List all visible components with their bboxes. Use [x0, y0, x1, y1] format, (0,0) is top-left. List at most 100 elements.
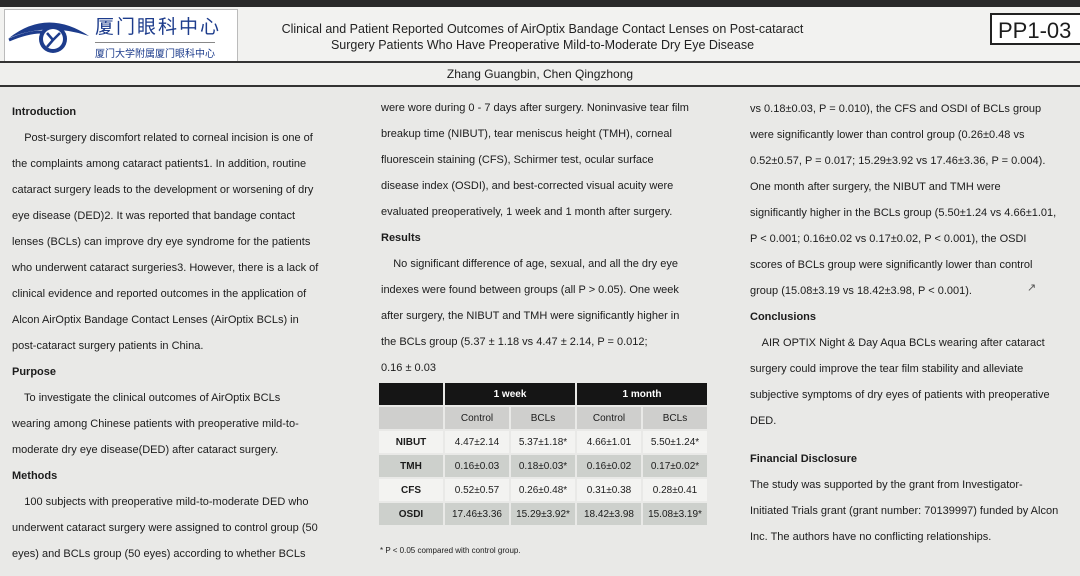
- column-header: Control: [445, 407, 509, 429]
- table-cell: 17.46±3.36: [445, 503, 509, 525]
- table-cell: 4.66±1.01: [577, 431, 641, 453]
- body-text-line: eye disease (DED)2. It was reported that…: [12, 210, 296, 222]
- body-text-line: moderate dry eye disease(DED) after cata…: [12, 444, 279, 456]
- table-cell: 0.52±0.57: [445, 479, 509, 501]
- column-header: Control: [577, 407, 641, 429]
- logo-text-main: 厦门眼科中心: [95, 16, 222, 38]
- group-header: 1 month: [577, 383, 707, 405]
- row-label: CFS: [379, 479, 443, 501]
- body-text-line: Alcon AirOptix Bandage Contact Lenses (A…: [12, 314, 299, 326]
- body-text-line: wearing among Chinese patients with preo…: [12, 418, 299, 430]
- body-text-line: cataract surgery leads to the developmen…: [12, 184, 314, 196]
- body-text-line: who underwent cataract surgeries3. Howev…: [12, 262, 319, 274]
- authors: Zhang Guangbin, Chen Qingzhong: [0, 63, 1080, 85]
- table-cell: 5.37±1.18*: [511, 431, 575, 453]
- body-text-line: lenses (BCLs) can improve dry eye syndro…: [12, 236, 311, 248]
- table-corner: [379, 383, 443, 405]
- body-text-line: DED.: [750, 415, 777, 427]
- logo: 厦门眼科中心 厦门大学附属厦门眼科中心: [4, 9, 238, 63]
- column-header: BCLs: [511, 407, 575, 429]
- body-text-line: the complaints among cataract patients1.…: [12, 158, 307, 170]
- body-text-line: underwent cataract surgery were assigned…: [12, 522, 318, 534]
- body-text-line: Inc. The authors have no conflicting rel…: [750, 531, 992, 543]
- body-text-line: surgery could improve the tear film stab…: [750, 363, 1024, 375]
- body-text-line: subjective symptoms of dry eyes of patie…: [750, 389, 1050, 401]
- body-text-line: disease index (OSDI), and best-corrected…: [381, 180, 674, 192]
- table-cell: 0.28±0.41: [643, 479, 707, 501]
- table-cell: 0.16±0.03: [445, 455, 509, 477]
- body-text-line: were wore during 0 - 7 days after surger…: [381, 102, 689, 114]
- body-text-line: the BCLs group (5.37 ± 1.18 vs 4.47 ± 2.…: [381, 336, 648, 348]
- poster-title: Clinical and Patient Reported Outcomes o…: [250, 21, 835, 53]
- body-text-line: One month after surgery, the NIBUT and T…: [750, 181, 1001, 193]
- body-text-line: Post-surgery discomfort related to corne…: [12, 132, 313, 144]
- poster-header: 厦门眼科中心 厦门大学附属厦门眼科中心 Clinical and Patient…: [0, 7, 1080, 63]
- table-corner: [379, 407, 443, 429]
- row-label: TMH: [379, 455, 443, 477]
- body-text-line: post-cataract surgery patients in China.: [12, 340, 204, 352]
- title-line: Surgery Patients Who Have Preoperative M…: [330, 38, 755, 52]
- body-text-line: eyes) and BCLs group (50 eyes) according…: [12, 548, 306, 560]
- body-text-line: after surgery, the NIBUT and TMH were si…: [381, 310, 680, 322]
- divider: [0, 61, 1080, 63]
- spacer: [750, 434, 1070, 446]
- table-row: TMH 0.16±0.03 0.18±0.03* 0.16±0.02 0.17±…: [379, 455, 707, 477]
- body-text-line: To investigate the clinical outcomes of …: [12, 392, 281, 404]
- table-cell: 0.16±0.02: [577, 455, 641, 477]
- section-heading: Introduction: [12, 106, 77, 118]
- row-label: NIBUT: [379, 431, 443, 453]
- row-label: OSDI: [379, 503, 443, 525]
- table-cell: 0.31±0.38: [577, 479, 641, 501]
- logo-text-sub: 厦门大学附属厦门眼科中心: [95, 42, 215, 60]
- eye-logo-icon: [8, 22, 89, 53]
- section-heading: Financial Disclosure: [750, 453, 857, 465]
- column-middle: were wore during 0 - 7 days after surger…: [381, 95, 711, 381]
- group-header: 1 week: [445, 383, 575, 405]
- table-cell: 4.47±2.14: [445, 431, 509, 453]
- body-text-line: scores of BCLs group were significantly …: [750, 259, 1033, 271]
- body-text-line: vs 0.18±0.03, P = 0.010), the CFS and OS…: [750, 103, 1042, 115]
- table-cell: 18.42±3.98: [577, 503, 641, 525]
- body-text-line: No significant difference of age, sexual…: [381, 258, 678, 270]
- table-cell: 0.26±0.48*: [511, 479, 575, 501]
- table-group-header: 1 week 1 month: [379, 383, 707, 405]
- body-text-line: were significantly lower than control gr…: [750, 129, 1025, 141]
- table-row: CFS 0.52±0.57 0.26±0.48* 0.31±0.38 0.28±…: [379, 479, 707, 501]
- body-text-line: AIR OPTIX Night & Day Aqua BCLs wearing …: [750, 337, 1045, 349]
- table-cell: 0.17±0.02*: [643, 455, 707, 477]
- title-line: Clinical and Patient Reported Outcomes o…: [281, 22, 804, 36]
- column-header: BCLs: [643, 407, 707, 429]
- body-text-line: clinical evidence and reported outcomes …: [12, 288, 307, 300]
- section-heading: Conclusions: [750, 311, 817, 323]
- section-heading: Methods: [12, 470, 58, 482]
- mouse-cursor-icon: ↗: [1027, 282, 1037, 294]
- table-cell: 0.18±0.03*: [511, 455, 575, 477]
- table-row: OSDI 17.46±3.36 15.29±3.92* 18.42±3.98 1…: [379, 503, 707, 525]
- body-text-line: significantly higher in the BCLs group (…: [750, 207, 1057, 219]
- table-cell: 15.08±3.19*: [643, 503, 707, 525]
- table-row: NIBUT 4.47±2.14 5.37±1.18* 4.66±1.01 5.5…: [379, 431, 707, 453]
- results-table: 1 week 1 month Control BCLs Control BCLs…: [377, 381, 709, 527]
- body-text-line: fluorescein staining (CFS), Schirmer tes…: [381, 154, 654, 166]
- poster-code: PP1-03: [990, 13, 1080, 45]
- section-heading: Purpose: [12, 366, 57, 378]
- top-border: [0, 0, 1080, 7]
- divider: [0, 85, 1080, 87]
- column-right: vs 0.18±0.03, P = 0.010), the CFS and OS…: [750, 96, 1070, 550]
- body-text-line: Initiated Trials grant (grant number: 70…: [750, 505, 1059, 517]
- table-footnote: * P < 0.05 compared with control group.: [380, 546, 521, 555]
- body-text-line: indexes were found between groups (all P…: [381, 284, 679, 296]
- body-text-line: 0.52±0.57, P = 0.017; 15.29±3.92 vs 17.4…: [750, 155, 1046, 167]
- table-cell: 15.29±3.92*: [511, 503, 575, 525]
- table-subheader: Control BCLs Control BCLs: [379, 407, 707, 429]
- body-text-line: evaluated preoperatively, 1 week and 1 m…: [381, 206, 673, 218]
- table-cell: 5.50±1.24*: [643, 431, 707, 453]
- body-text-line: P < 0.001; 0.16±0.02 vs 0.17±0.02, P < 0…: [750, 233, 1027, 245]
- column-left: Introduction Post-surgery discomfort rel…: [12, 99, 347, 567]
- body-text-line: 100 subjects with preoperative mild-to-m…: [12, 496, 309, 508]
- body-text-line: group (15.08±3.19 vs 18.42±3.98, P < 0.0…: [750, 285, 972, 297]
- body-text-line: The study was supported by the grant fro…: [750, 479, 1023, 491]
- section-heading: Results: [381, 232, 421, 244]
- body-text-line: breakup time (NIBUT), tear meniscus heig…: [381, 128, 672, 140]
- body-text-line: 0.16 ± 0.03: [381, 362, 436, 374]
